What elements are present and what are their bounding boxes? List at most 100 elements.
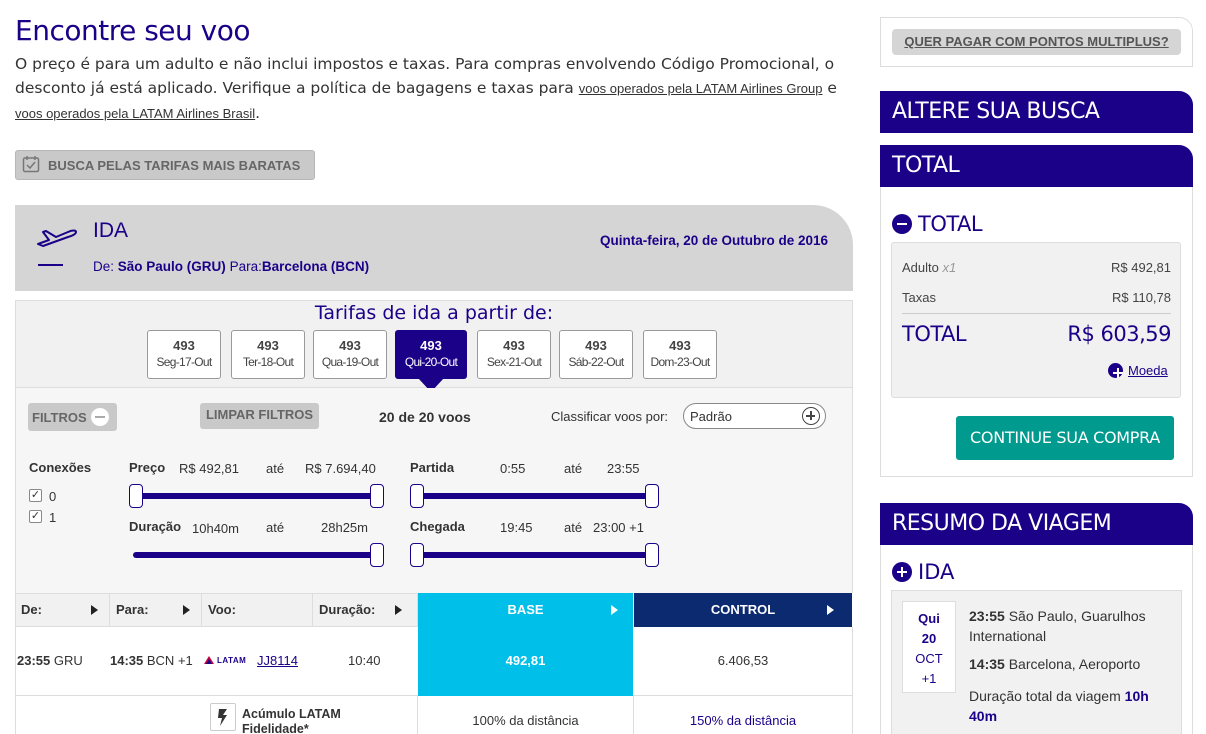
- arrival-slider-track[interactable]: [414, 552, 657, 558]
- sort-base-icon: [611, 605, 618, 615]
- col-para[interactable]: Para:: [116, 602, 149, 617]
- latam-logo-text: LATAM: [217, 655, 247, 665]
- departure-max: 23:55: [607, 461, 640, 476]
- day-fare-price: 493: [339, 338, 361, 353]
- currency-link[interactable]: Moeda: [1108, 363, 1168, 378]
- arrival-min: 19:45: [500, 520, 533, 535]
- trip-dep-place: São Paulo, Guarulhos International: [969, 608, 1146, 644]
- trip-arr-time: 14:35: [969, 656, 1005, 672]
- day-fare-button[interactable]: 493 Sáb-22-Out: [559, 330, 633, 379]
- col-divider: [312, 593, 313, 627]
- trip-departure: 23:55 São Paulo, Guarulhos International: [969, 606, 1174, 646]
- departure-ate: até: [564, 461, 583, 476]
- col-de[interactable]: De:: [21, 602, 42, 617]
- departure-max-handle[interactable]: [645, 484, 659, 508]
- trip-weekday: Qui: [918, 611, 940, 626]
- continue-purchase-button[interactable]: CONTINUE SUA COMPRA: [956, 416, 1174, 460]
- trip-duration-value: 10h 40m: [969, 688, 1149, 724]
- day-fare-button[interactable]: 493 Sex-21-Out: [477, 330, 551, 379]
- connections-0-label: 0: [49, 489, 57, 504]
- arrival-label: Chegada: [410, 519, 465, 534]
- altere-busca-header[interactable]: ALTERE SUA BUSCA: [880, 91, 1193, 133]
- day-fare-button[interactable]: 493 Dom-23-Out: [643, 330, 717, 379]
- link-latam-group[interactable]: voos operados pela LATAM Airlines Group: [578, 81, 823, 96]
- price-max-handle[interactable]: [370, 484, 384, 508]
- day-fare-button[interactable]: 493 Qui-20-Out: [395, 330, 467, 379]
- sort-duracao-icon[interactable]: [395, 605, 402, 615]
- sort-para-icon[interactable]: [183, 605, 190, 615]
- arrival-max: 23:00 +1: [593, 520, 644, 535]
- trip-ida-toggle[interactable]: IDA: [892, 560, 954, 584]
- multiplus-button[interactable]: QUER PAGAR COM PONTOS MULTIPLUS?: [892, 29, 1181, 55]
- arrival-ate: até: [564, 520, 583, 535]
- filters-toggle-button[interactable]: FILTROS: [28, 403, 117, 431]
- sort-value: Padrão: [690, 409, 732, 424]
- dep-time: 23:55: [17, 653, 51, 668]
- day-fare-date: Qui-20-Out: [404, 355, 458, 369]
- day-fare-price: 493: [257, 338, 279, 353]
- day-fare-button[interactable]: 493 Ter-18-Out: [231, 330, 305, 379]
- ida-route: De: São Paulo (GRU) Para:Barcelona (BCN): [93, 259, 369, 274]
- price-max: R$ 7.694,40: [305, 461, 376, 476]
- arrival-max-handle[interactable]: [645, 543, 659, 567]
- cheapest-fares-label: BUSCA PELAS TARIFAS MAIS BARATAS: [48, 157, 301, 173]
- arr-offset: +1: [177, 653, 193, 668]
- trip-ida-label: IDA: [918, 560, 955, 584]
- taxes-label: Taxas: [902, 290, 936, 305]
- duration-max-handle[interactable]: [370, 543, 384, 567]
- trip-dep-time: 23:55: [969, 608, 1005, 624]
- day-fare-price: 493: [173, 338, 195, 353]
- col-divider: [417, 696, 418, 734]
- sort-control-icon: [827, 605, 834, 615]
- departure-label: Partida: [410, 460, 455, 475]
- duration-slider-track[interactable]: [133, 552, 381, 558]
- day-fare-button[interactable]: 493 Seg-17-Out: [147, 330, 221, 379]
- flight-number-link[interactable]: JJ8114: [257, 653, 298, 668]
- price-slider-track[interactable]: [133, 493, 381, 499]
- control-fare-header[interactable]: CONTROL: [634, 593, 852, 627]
- dep-cell: 23:55 GRU: [17, 653, 83, 668]
- arrival-min-handle[interactable]: [410, 543, 424, 567]
- control-fare-label: CONTROL: [710, 602, 776, 617]
- flight-duration: 10:40: [348, 653, 381, 668]
- day-fare-button[interactable]: 493 Qua-19-Out: [313, 330, 387, 379]
- trip-summary-header: RESUMO DA VIAGEM: [880, 503, 1193, 545]
- departure-min-handle[interactable]: [410, 484, 424, 508]
- connections-0-checkbox[interactable]: ✓: [29, 489, 42, 502]
- page-title: Encontre seu voo: [15, 14, 251, 47]
- cheapest-fares-button[interactable]: BUSCA PELAS TARIFAS MAIS BARATAS: [15, 150, 315, 180]
- trip-duration: Duração total da viagem 10h 40m: [969, 686, 1174, 726]
- duration-label: Duração: [129, 519, 182, 534]
- price-min: R$ 492,81: [179, 461, 239, 476]
- clear-filters-button[interactable]: LIMPAR FILTROS: [200, 403, 319, 429]
- filters-label: FILTROS: [32, 409, 87, 425]
- link-latam-brasil[interactable]: voos operados pela LATAM Airlines Brasil: [15, 106, 256, 121]
- departure-slider-track[interactable]: [414, 493, 657, 499]
- sort-select[interactable]: Padrão: [683, 403, 826, 429]
- table-header: [15, 593, 418, 627]
- connections-1-checkbox[interactable]: ✓: [29, 510, 42, 523]
- totals-divider: [902, 313, 1171, 314]
- duration-max: 28h25m: [321, 520, 368, 535]
- price-min-handle[interactable]: [129, 484, 143, 508]
- base-fare-header[interactable]: BASE: [418, 593, 633, 627]
- dep-airport: GRU: [53, 653, 83, 668]
- adult-qty: x1: [942, 260, 957, 275]
- day-fare-date: Qua-19-Out: [321, 355, 379, 369]
- day-fare-date: Sex-21-Out: [486, 355, 542, 369]
- ida-title: IDA: [93, 219, 129, 242]
- intro-body: O preço é para um adulto e não inclui im…: [15, 55, 835, 97]
- total-toggle[interactable]: TOTAL: [892, 212, 983, 236]
- from-city: São Paulo (GRU): [117, 259, 226, 274]
- base-price-cell[interactable]: 492,81: [418, 627, 633, 696]
- col-duracao[interactable]: Duração:: [319, 602, 376, 617]
- connections-1-label: 1: [49, 510, 57, 525]
- arr-cell: 14:35 BCN +1: [110, 653, 193, 668]
- trip-arrival: 14:35 Barcelona, Aeroporto: [969, 656, 1174, 672]
- col-divider: [633, 696, 634, 734]
- sort-de-icon[interactable]: [91, 605, 98, 615]
- intro-conj: e: [827, 79, 837, 97]
- control-price-cell[interactable]: 6.406,53: [717, 653, 769, 668]
- tarifas-title: Tarifas de ida a partir de:: [314, 302, 554, 324]
- day-fare-date: Seg-17-Out: [156, 355, 212, 369]
